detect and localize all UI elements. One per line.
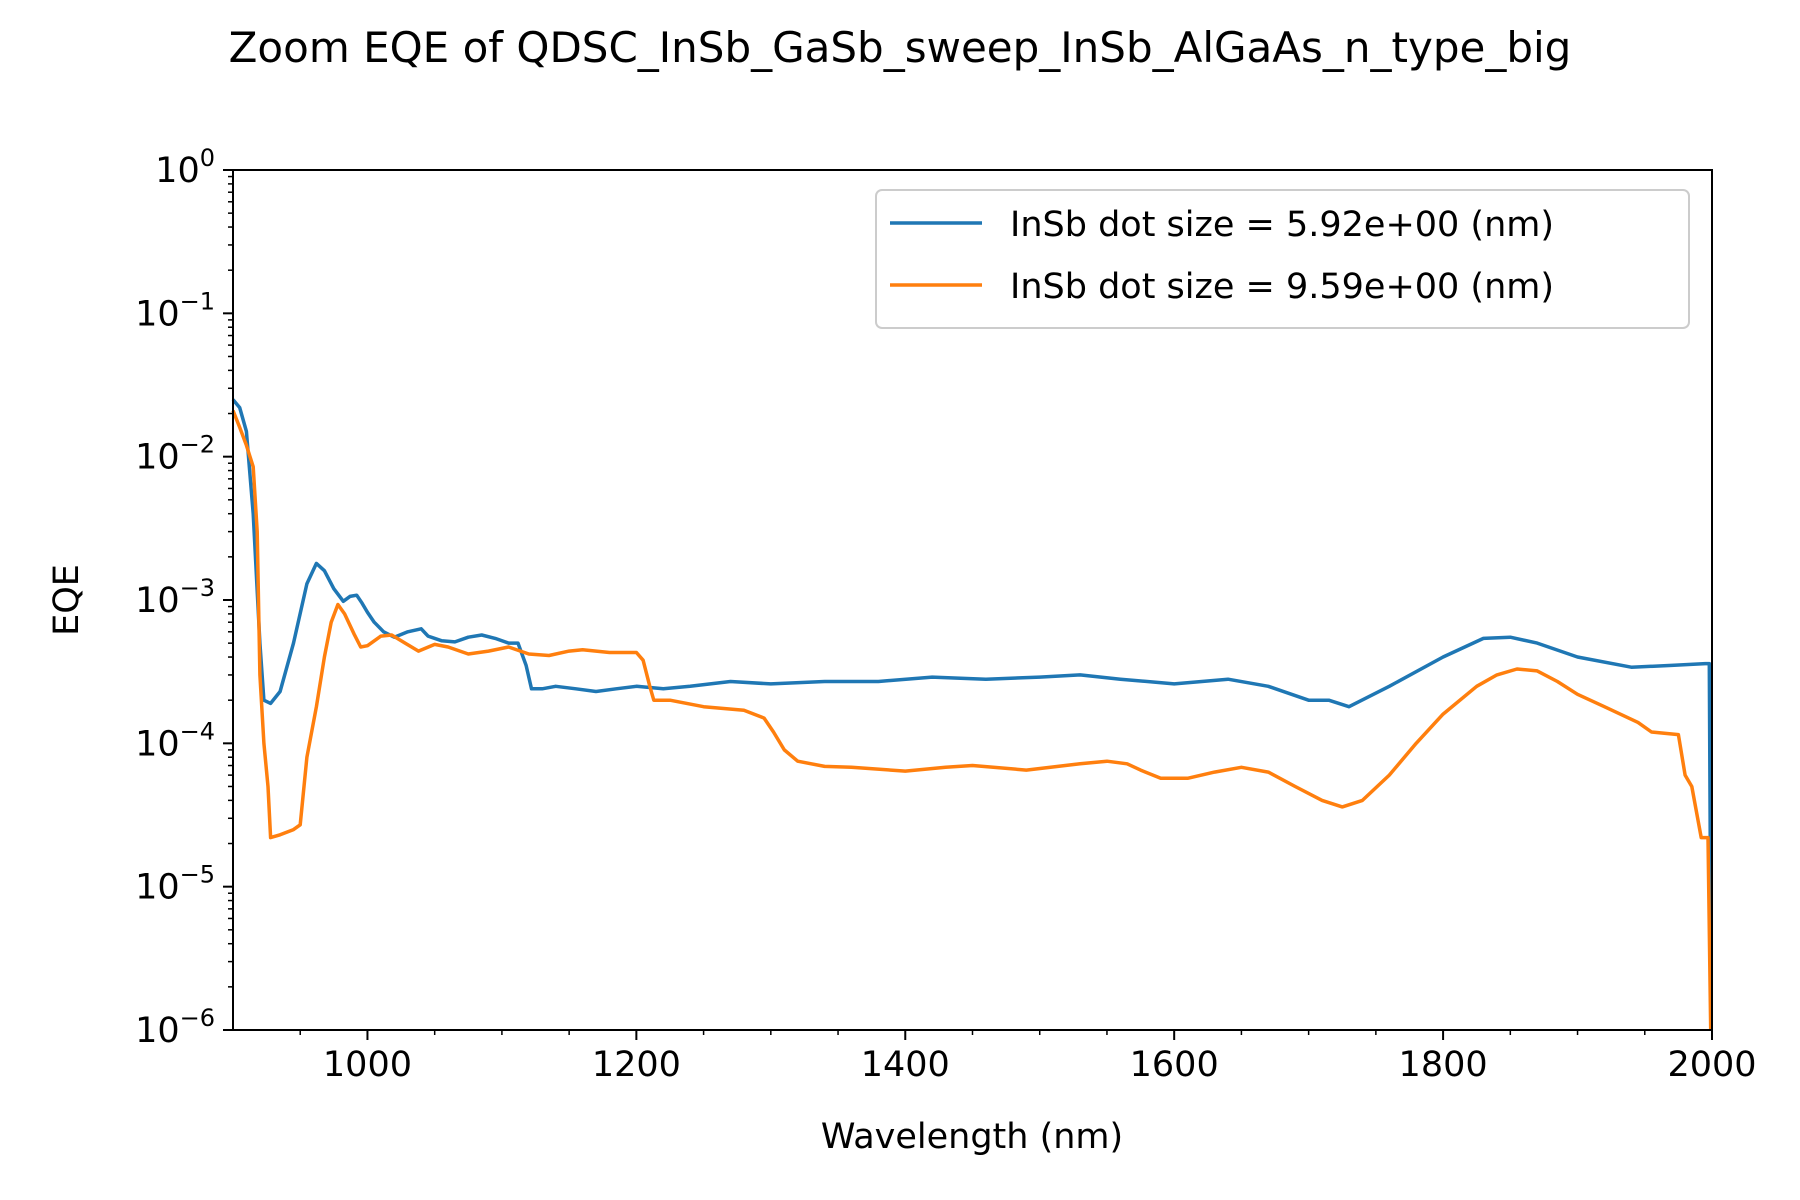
- x-tick-label: 1200: [592, 1045, 681, 1085]
- y-tick-exponent: −6: [180, 1004, 215, 1032]
- y-tick-exponent: −5: [180, 861, 215, 889]
- legend: InSb dot size = 5.92e+00 (nm) InSb dot s…: [875, 189, 1690, 329]
- series-layer: [231, 398, 1713, 1031]
- x-tick-label: 1600: [1130, 1045, 1219, 1085]
- y-tick-exponent: −2: [180, 431, 215, 459]
- y-tick-base: 10: [135, 868, 180, 908]
- x-axis-label: Wavelength (nm): [821, 1117, 1123, 1157]
- y-tick-base: 10: [135, 438, 180, 478]
- y-tick-label: 100: [155, 144, 215, 191]
- y-tick-base: 10: [135, 294, 180, 334]
- legend-label-series-1: InSb dot size = 5.92e+00 (nm): [1010, 205, 1554, 245]
- x-tick-label: 2000: [1667, 1045, 1756, 1085]
- y-tick-label: 10−3: [135, 574, 215, 621]
- x-axis-ticks: 1000 1200 1400 1600 1800 2000: [299, 1030, 1757, 1085]
- x-tick-label: 1800: [1399, 1045, 1488, 1085]
- y-tick-label: 10−2: [135, 431, 215, 478]
- y-tick-label: 10−4: [135, 717, 215, 764]
- legend-label-series-2: InSb dot size = 9.59e+00 (nm): [1010, 267, 1554, 307]
- y-tick-exponent: −4: [180, 717, 215, 745]
- chart-title: Zoom EQE of QDSC_InSb_GaSb_sweep_InSb_Al…: [229, 23, 1572, 72]
- y-tick-base: 10: [135, 1011, 180, 1051]
- y-tick-label: 10−1: [135, 287, 215, 334]
- x-tick-label: 1000: [323, 1045, 412, 1085]
- y-tick-exponent: 0: [200, 144, 215, 172]
- series-line-2: [231, 409, 1713, 1031]
- legend-frame: [875, 189, 1690, 329]
- y-tick-base: 10: [135, 724, 180, 764]
- y-tick-base: 10: [155, 151, 200, 191]
- series-line-1: [231, 398, 1713, 930]
- y-tick-base: 10: [135, 581, 180, 621]
- y-tick-label: 10−6: [135, 1004, 215, 1051]
- y-tick-label: 10−5: [135, 861, 215, 908]
- y-tick-exponent: −1: [180, 287, 215, 315]
- y-tick-exponent: −3: [180, 574, 215, 602]
- x-tick-label: 1400: [861, 1045, 950, 1085]
- y-axis-label: EQE: [47, 564, 87, 636]
